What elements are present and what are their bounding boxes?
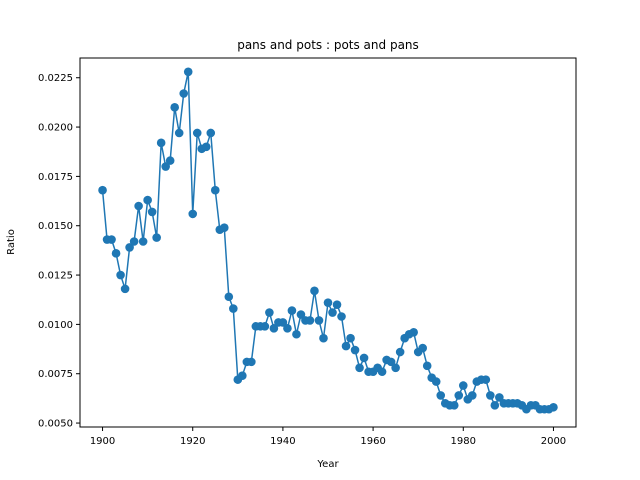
x-tick-label: 1960 (360, 436, 385, 447)
y-axis-label: Ratio (6, 229, 17, 255)
data-point (314, 316, 324, 325)
plot-area: 1900 1920 1940 1960 1980 2000 0.00500.00750.0… (38, 57, 577, 447)
data-point (116, 270, 125, 280)
x-tick-label: 1940 (270, 436, 295, 447)
y-tick-label: 0.0050 (38, 419, 73, 430)
data-point (238, 371, 247, 381)
data-point (481, 375, 491, 384)
y-tick-label: 0.0200 (38, 123, 73, 134)
data-point (260, 322, 270, 331)
data-point (287, 306, 297, 315)
data-point (147, 207, 157, 217)
data-point (179, 89, 189, 98)
data-point (201, 142, 211, 152)
x-tick-label: 1920 (180, 436, 205, 447)
data-point (152, 233, 161, 242)
data-point (458, 381, 468, 390)
data-point (174, 128, 184, 138)
y-tick-label: 0.0075 (38, 369, 73, 380)
y-tick-label: 0.0225 (38, 73, 73, 84)
y-tick-label: 0.0125 (38, 271, 73, 282)
data-point (350, 345, 360, 355)
data-point (409, 327, 418, 337)
data-point (165, 156, 175, 165)
data-point (161, 162, 170, 171)
data-point (355, 363, 364, 373)
data-point (134, 201, 143, 211)
data-point (269, 324, 279, 333)
y-axis: 0.0050 0.0075 0.0100 0.0125 0.0150 0.0175 0.02… (38, 73, 80, 430)
data-point (449, 400, 459, 410)
y-tick-label: 0.0175 (38, 172, 73, 183)
data-point (296, 310, 306, 319)
data-point (377, 367, 387, 377)
data-point (341, 341, 351, 351)
data-point (188, 209, 198, 219)
data-point (422, 361, 432, 371)
data-point (332, 300, 342, 309)
data-point (192, 128, 202, 138)
data-point (170, 103, 179, 112)
data-point (143, 195, 152, 205)
data-point (391, 363, 400, 373)
data-point (156, 138, 166, 148)
data-point (278, 318, 288, 327)
data-point (183, 67, 193, 77)
data-point (310, 286, 319, 296)
data-point (247, 357, 256, 367)
data-point (395, 347, 405, 357)
data-point (495, 393, 504, 402)
data-point (328, 308, 337, 317)
data-point (224, 292, 234, 302)
data-point (219, 223, 229, 232)
series-layer (98, 67, 558, 414)
x-axis: 1900 1920 1940 1960 1980 2000 (90, 427, 566, 447)
data-point (210, 185, 220, 195)
data-point (436, 391, 446, 400)
data-point (418, 343, 427, 353)
y-tick-label: 0.0100 (38, 320, 73, 331)
plot-frame (79, 57, 577, 428)
data-point (107, 235, 116, 244)
data-point (206, 128, 216, 138)
data-point (265, 308, 274, 317)
data-point (490, 400, 500, 410)
data-point (138, 237, 148, 246)
data-point (129, 237, 139, 246)
data-point (431, 377, 441, 386)
data-point (346, 333, 355, 343)
x-tick-label: 1900 (90, 436, 115, 447)
data-point (283, 324, 292, 333)
data-point (386, 357, 396, 367)
x-tick-label: 2000 (541, 436, 566, 447)
data-point (229, 304, 238, 313)
data-point (486, 391, 495, 400)
x-tick-label: 1980 (451, 436, 476, 447)
data-point (111, 249, 121, 258)
data-point (98, 185, 107, 195)
data-point (337, 312, 346, 321)
data-point (467, 391, 477, 400)
data-point (125, 243, 134, 252)
data-point (454, 391, 464, 400)
chart-title: pans and pots : pots and pans (237, 38, 419, 52)
data-point (319, 333, 328, 343)
x-axis-label: Year (316, 459, 339, 470)
data-point (323, 298, 333, 307)
data-point (359, 353, 369, 363)
data-point (292, 329, 301, 339)
data-point (305, 316, 315, 325)
y-tick-label: 0.0150 (38, 221, 73, 232)
data-point (120, 284, 130, 294)
data-point (549, 402, 558, 412)
